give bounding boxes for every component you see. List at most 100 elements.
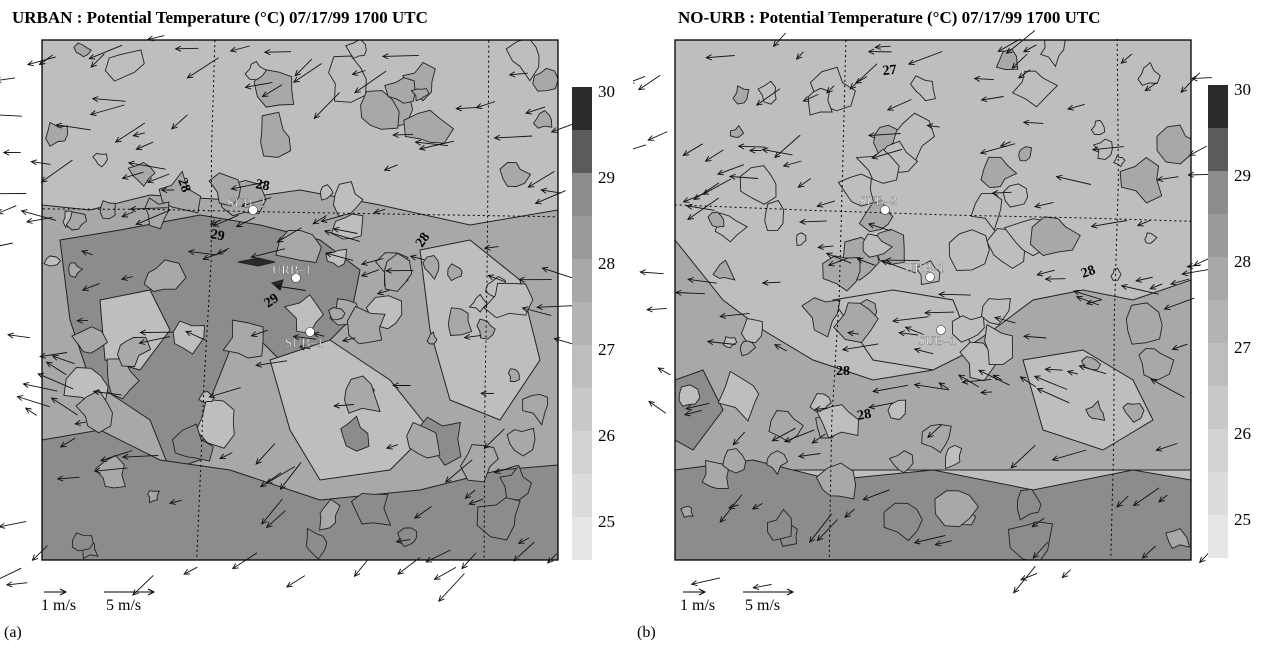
wind-vector bbox=[874, 43, 891, 50]
wind-vector bbox=[1061, 569, 1071, 579]
wind-vector bbox=[92, 389, 122, 396]
contour-patch bbox=[944, 444, 963, 470]
wind-vector bbox=[827, 257, 849, 267]
wind-vector bbox=[513, 541, 535, 562]
wind-vector bbox=[250, 248, 286, 259]
contour-patch bbox=[476, 318, 496, 340]
wind-vector bbox=[425, 549, 451, 563]
wind-vector bbox=[121, 171, 144, 180]
wind-vector bbox=[25, 216, 53, 224]
contour-patch bbox=[505, 40, 540, 82]
wind-vector bbox=[463, 333, 482, 340]
colorbar-swatch bbox=[572, 173, 592, 216]
wind-vector bbox=[219, 452, 233, 460]
wind-vector bbox=[798, 218, 827, 225]
wind-vector bbox=[383, 164, 398, 172]
scale-arrow-5ms bbox=[743, 588, 795, 596]
wind-vector bbox=[536, 304, 575, 311]
wind-vector bbox=[797, 452, 821, 459]
wind-vector bbox=[991, 189, 1012, 196]
wind-vector bbox=[229, 45, 250, 53]
colorbar-tick-label: 28 bbox=[1234, 252, 1251, 271]
wind-vector bbox=[826, 85, 835, 94]
wind-vector bbox=[81, 282, 100, 291]
contour-patch bbox=[92, 152, 108, 168]
contour-patch bbox=[260, 111, 292, 158]
wind-vector bbox=[518, 276, 552, 283]
colorbar-swatch bbox=[572, 431, 592, 474]
wind-vector bbox=[938, 382, 949, 390]
wind-vector bbox=[657, 367, 671, 376]
wind-vector bbox=[0, 242, 13, 247]
contour-patch bbox=[426, 331, 438, 345]
colorbar-swatch bbox=[1208, 214, 1228, 257]
wind-vector bbox=[732, 431, 746, 446]
colorbar-swatch bbox=[1208, 515, 1228, 558]
wind-vector bbox=[1149, 283, 1163, 290]
field-region bbox=[42, 429, 558, 560]
field-region bbox=[675, 459, 1191, 560]
wind-vector bbox=[433, 567, 457, 580]
wind-vector bbox=[816, 519, 838, 542]
contour-patch bbox=[712, 259, 736, 281]
wind-vector bbox=[1156, 176, 1179, 183]
wind-vector bbox=[774, 134, 801, 159]
wind-vector bbox=[1005, 30, 1036, 55]
colorbar-swatch bbox=[572, 130, 592, 173]
wind-vector bbox=[0, 77, 16, 83]
wind-vector bbox=[782, 160, 802, 168]
contour-patch bbox=[275, 230, 322, 263]
contour-patch bbox=[707, 211, 725, 228]
station-marker-sub-1 bbox=[936, 325, 946, 335]
scale-label: 5 m/s bbox=[745, 597, 780, 614]
contour-patch bbox=[722, 336, 738, 349]
contour-patch bbox=[739, 340, 757, 357]
scale-label: 1 m/s bbox=[41, 597, 76, 614]
wind-vector bbox=[30, 159, 51, 166]
wind-vector bbox=[56, 475, 80, 482]
wind-vector bbox=[1120, 283, 1159, 295]
wind-vector bbox=[633, 144, 647, 150]
contour-patch bbox=[422, 254, 440, 281]
wind-vector bbox=[719, 494, 743, 524]
wind-vector bbox=[704, 149, 724, 162]
wind-vector bbox=[706, 339, 736, 346]
wind-vector bbox=[1032, 541, 1049, 559]
wind-vector bbox=[261, 84, 283, 98]
contour-patch bbox=[1125, 302, 1163, 345]
colorbar-swatch bbox=[1208, 85, 1228, 128]
wind-vector bbox=[244, 81, 273, 90]
wind-vector bbox=[772, 32, 786, 48]
wind-vector bbox=[275, 283, 306, 291]
contour-patch bbox=[305, 527, 328, 560]
wind-vector bbox=[1170, 278, 1190, 286]
panel-label: (b) bbox=[637, 624, 656, 641]
wind-vector bbox=[231, 552, 258, 570]
panel-label: (a) bbox=[4, 624, 22, 641]
wind-vector bbox=[1188, 145, 1208, 156]
wind-vector bbox=[1017, 69, 1031, 79]
wind-vector bbox=[682, 143, 704, 156]
wind-vector bbox=[392, 131, 414, 138]
contour-patch bbox=[507, 368, 520, 382]
wind-vector bbox=[480, 390, 494, 397]
wind-vector bbox=[884, 257, 920, 264]
wind-vector bbox=[913, 347, 934, 355]
wind-vector bbox=[414, 139, 449, 147]
wind-vector bbox=[395, 537, 411, 544]
station-marker-sub-2 bbox=[880, 205, 890, 215]
wind-vector bbox=[904, 326, 924, 335]
colorbar-swatch bbox=[1208, 429, 1228, 472]
colorbar-tick-label: 30 bbox=[1234, 80, 1251, 99]
wind-vector bbox=[461, 552, 477, 570]
wind-vector bbox=[958, 374, 980, 388]
wind-vector bbox=[493, 464, 518, 474]
wind-vector bbox=[20, 209, 57, 221]
grid-line bbox=[1110, 38, 1119, 559]
station-label-sub-2: SUB–2 bbox=[227, 195, 265, 210]
wind-vector bbox=[409, 254, 425, 261]
wind-vector bbox=[1055, 174, 1092, 185]
wind-vector bbox=[255, 360, 288, 368]
wind-vector bbox=[37, 373, 74, 390]
contour-patch bbox=[71, 532, 94, 552]
